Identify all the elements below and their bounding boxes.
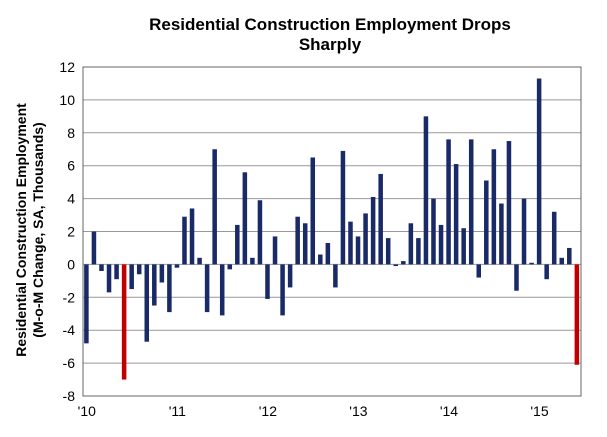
x-tick-label: '15 [530,403,548,419]
bar [393,264,399,267]
y-tick-label: -8 [63,388,76,404]
bar [235,224,240,265]
bar [340,150,346,265]
bar [529,262,534,265]
bar [318,254,323,265]
bar [310,157,316,265]
y-tick-label: 10 [59,92,75,108]
bar [84,264,89,344]
y-tick-label: 2 [67,224,75,240]
x-tick-label: '10 [78,403,96,419]
bar [491,149,497,265]
bar [121,264,127,380]
chart-title-line1: Residential Construction Employment Drop… [149,15,511,34]
bar [431,198,436,265]
bar [574,264,580,365]
bar [461,228,466,265]
bar [174,264,180,268]
bar [219,264,225,316]
bar [476,264,482,278]
y-tick-label: 12 [59,59,75,75]
bar [204,264,210,313]
bar [536,78,542,265]
bar [144,264,150,342]
bar [348,221,353,265]
bar [167,264,172,313]
chart-title-line2: Sharply [299,35,362,54]
bar [212,149,217,265]
bar [136,264,142,275]
bar [197,257,202,265]
y-tick-label: 6 [67,158,75,174]
plot-frame [82,66,582,397]
bar [559,257,565,265]
bar [370,196,376,265]
bar [302,223,308,265]
bar [227,264,233,270]
bar [446,139,451,265]
bar [544,264,549,280]
bar [280,264,285,316]
bar [91,231,97,265]
bar [438,224,444,265]
bar [242,172,248,265]
x-tick-label: '12 [259,403,277,419]
bar [401,261,406,265]
y-tick-label: 4 [67,191,75,207]
bar [355,236,361,265]
x-tick-label: '13 [349,403,367,419]
x-tick-label: '11 [169,403,186,419]
bar [499,203,504,265]
bar [514,264,519,291]
bar [408,223,414,265]
bar [159,264,165,283]
bar [265,264,270,299]
bar [152,264,157,306]
y-tick-label: 0 [67,256,75,272]
x-tick-label: '14 [440,403,458,419]
bar [325,243,331,265]
bar [416,238,421,265]
bar [551,211,557,265]
bar [468,139,474,265]
bar [484,180,489,265]
bar [423,116,429,265]
bar [106,264,112,293]
bar [506,141,512,265]
bar [567,247,572,265]
bar [333,264,338,288]
bar [295,216,300,265]
bar [363,213,368,265]
bar [272,236,278,265]
y-axis-label-line1: Residential Construction Employment [13,103,29,357]
y-axis-label-line2: (M-o-M Change, SA, Thousands) [30,122,46,337]
y-tick-label: -2 [63,289,76,305]
y-tick-label: -6 [63,355,76,371]
bar [521,198,527,265]
bar [189,208,195,265]
bar [182,216,187,265]
bar [250,257,255,265]
bar [287,264,293,288]
bar [385,238,391,265]
bar [129,264,134,290]
bar [114,264,119,280]
bar [257,200,263,265]
y-tick-label: 8 [67,125,75,141]
y-tick-label: -4 [63,322,76,338]
bar [378,173,383,265]
bar [99,264,104,271]
bar [453,164,459,265]
